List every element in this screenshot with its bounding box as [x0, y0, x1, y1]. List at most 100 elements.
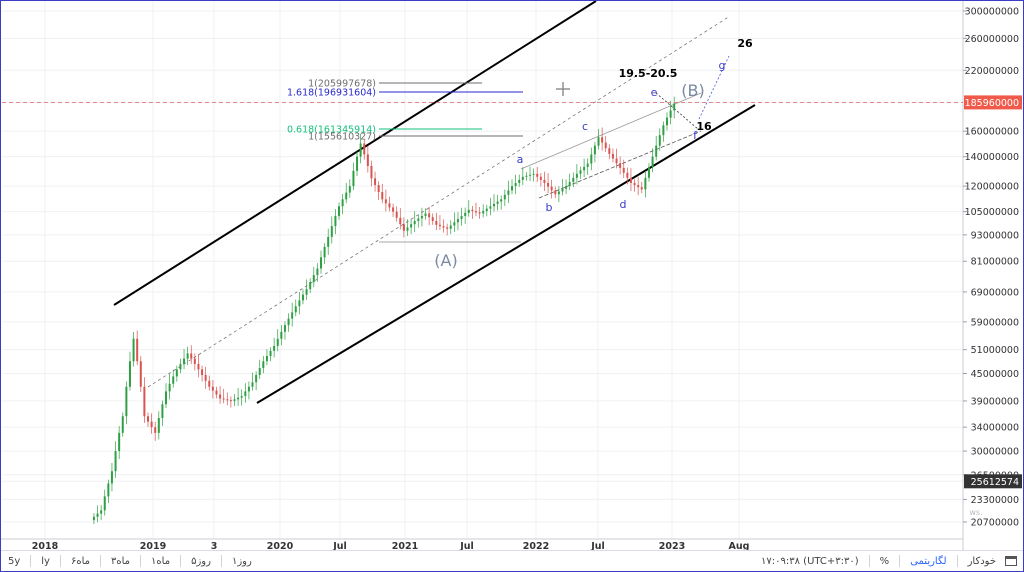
candle-body: [381, 192, 384, 200]
target-label: 26: [737, 37, 753, 50]
candle-body: [442, 226, 445, 228]
y-tick-label: 81000000: [971, 257, 1019, 268]
candle-body: [586, 163, 589, 167]
candle-body: [298, 300, 301, 307]
candle-body: [215, 390, 218, 395]
candle-body: [374, 178, 377, 186]
candle-body: [474, 211, 477, 213]
candle-body: [186, 353, 189, 359]
candle-body: [554, 190, 557, 195]
range-3m[interactable]: ۳ماه: [111, 555, 131, 567]
separator: [100, 555, 102, 567]
candle-body: [431, 217, 434, 221]
candle-body: [550, 186, 553, 191]
percent-toggle[interactable]: %: [879, 555, 890, 567]
y-tick-label: 93000000: [971, 230, 1019, 241]
target-label: 16: [696, 120, 712, 133]
y-tick-label: 105000000: [965, 207, 1019, 218]
y-tick-label: 39000000: [971, 396, 1019, 407]
candle-body: [341, 199, 344, 207]
current-price-badge: [964, 95, 1022, 110]
auto-toggle[interactable]: خودکار: [967, 555, 996, 567]
candle-body: [327, 236, 330, 247]
candle-body: [453, 222, 456, 226]
wave-label-g: g: [719, 59, 726, 72]
calendar-icon[interactable]: [1005, 556, 1017, 566]
candle-body: [92, 516, 95, 521]
wave-label-c: c: [582, 120, 588, 133]
candle-body: [110, 471, 113, 484]
candle-body: [622, 167, 625, 173]
y-tick-label: 140000000: [965, 152, 1019, 163]
x-tick-label: 3: [211, 541, 218, 551]
fib-level-label: 1.618(196931604): [287, 88, 376, 99]
candle-body: [539, 176, 542, 180]
candle-body: [233, 399, 236, 401]
candle-body: [201, 369, 204, 376]
candle-body: [204, 375, 207, 381]
candle-body: [435, 220, 438, 225]
range-1m[interactable]: ماه۱: [151, 555, 171, 567]
candle-body: [446, 227, 449, 229]
candle-body: [449, 225, 452, 229]
candle-body: [370, 165, 373, 179]
projection-line-f: [655, 92, 699, 130]
candle-body: [222, 398, 225, 400]
candle-body: [276, 338, 279, 346]
log-toggle[interactable]: لگاریتمی: [910, 555, 947, 567]
candle-body: [197, 363, 200, 370]
y-tick-label: 300000000: [965, 7, 1019, 18]
y-tick-label: 34000000: [971, 423, 1019, 434]
candle-body: [543, 179, 546, 183]
x-tick-label: 2022: [523, 541, 549, 551]
candle-body: [125, 386, 128, 417]
candle-body: [154, 427, 157, 433]
range-1y[interactable]: ly: [41, 555, 50, 567]
candle-body: [518, 179, 521, 183]
candle-body: [287, 318, 290, 326]
range-5y[interactable]: 5y: [8, 555, 21, 567]
candle-body: [673, 103, 676, 111]
candle-body: [572, 177, 575, 182]
candle-body: [265, 356, 268, 362]
bottom-right-group: ۱۷:۰۹:۳۸ (UTC+۳:۳۰) % لگاریتمی خودکار: [754, 551, 1023, 571]
x-tick-label: Jul: [332, 541, 347, 551]
wave-label-f: f: [693, 129, 698, 142]
candle-body: [323, 246, 326, 258]
range-6m[interactable]: ۶ماه: [70, 555, 91, 567]
candle-body: [525, 175, 528, 177]
candle-body: [183, 358, 186, 364]
wave-label-b: b: [546, 201, 553, 214]
candle-body: [305, 289, 308, 295]
range-5d[interactable]: روز۵: [191, 555, 211, 567]
candle-body: [143, 386, 146, 417]
candle-body: [147, 416, 149, 422]
candle-body: [356, 156, 359, 171]
candle-body: [294, 306, 297, 313]
channel-mid: [147, 15, 731, 388]
x-tick-label: 2020: [267, 541, 294, 551]
candle-body: [511, 186, 514, 191]
range-1d[interactable]: روز۱: [231, 555, 252, 567]
wave-line-ace: [520, 92, 702, 170]
candle-body: [100, 510, 103, 514]
candle-body: [629, 177, 632, 183]
candle-body: [640, 187, 643, 190]
channel-label-B: (B): [681, 81, 704, 100]
candle-body: [420, 215, 423, 219]
candle-body: [150, 421, 153, 428]
candle-body: [219, 394, 222, 399]
candle-body: [352, 170, 355, 187]
candle-body: [637, 185, 640, 188]
fib-level-label: 1(155610327): [308, 132, 376, 143]
candle-body: [583, 166, 586, 171]
candle-body: [363, 143, 366, 155]
candle-body: [655, 145, 658, 157]
candle-body: [157, 418, 160, 433]
chart-canvas[interactable]: 300000000 260000000 220000000 160000000 1400…: [1, 1, 1023, 551]
candle-body: [366, 154, 369, 166]
y-tick-label: 30000000: [971, 447, 1019, 458]
candle-body: [608, 148, 611, 154]
candle-body: [410, 224, 413, 228]
candle-body: [118, 432, 121, 452]
